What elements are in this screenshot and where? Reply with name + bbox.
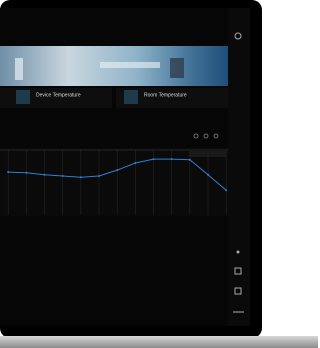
card-title: Room Temperature [144,92,187,98]
sidebar [228,8,250,326]
data-point [7,171,9,173]
laptop-base [0,336,318,348]
chart-area [0,148,228,216]
data-point [134,162,136,164]
banner-detail [170,58,184,78]
banner-detail [15,58,23,80]
banner-detail [100,62,160,68]
data-point [116,169,118,171]
screenshot: Device Temperature Room Temperature [0,0,318,348]
data-point [207,174,209,176]
data-point [171,158,173,160]
data-point [62,175,64,177]
card-title: Device Temperature [36,92,81,98]
sidebar-icon[interactable] [237,251,240,254]
data-point [189,159,191,161]
data-point [80,176,82,178]
data-point [25,172,27,174]
data-point [153,158,155,160]
data-point [44,174,46,176]
data-point [98,175,100,177]
data-point [225,189,227,191]
card-icon [16,90,30,104]
card-icon [124,90,138,104]
page: {"cards": [{"title": "Device Temperature… [0,0,318,348]
